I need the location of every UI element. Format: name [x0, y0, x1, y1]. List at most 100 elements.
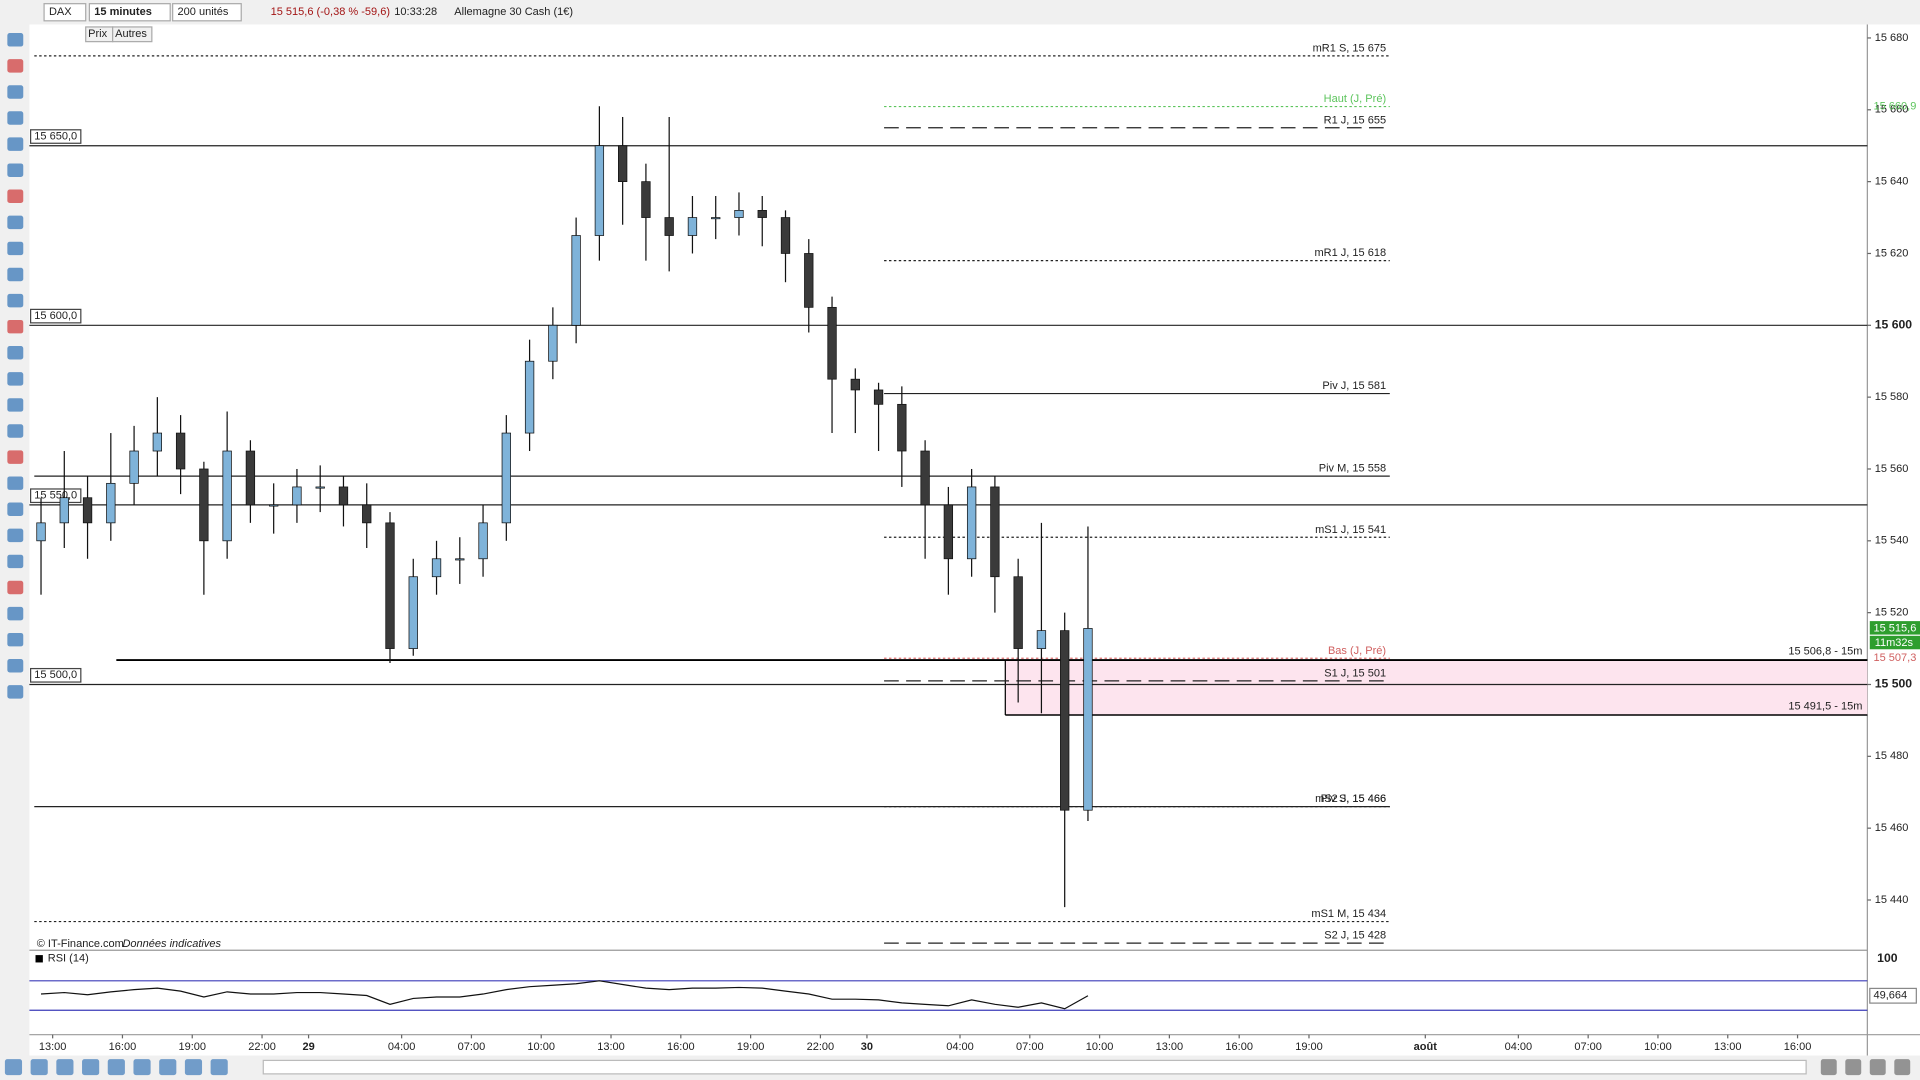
- tool-icon[interactable]: [7, 372, 24, 386]
- tool-icon[interactable]: [7, 580, 24, 595]
- tool-icon[interactable]: [4, 1059, 23, 1076]
- symbol[interactable]: DAX: [49, 6, 72, 18]
- tab-label[interactable]: Autres: [115, 28, 147, 40]
- price-axis: [1867, 24, 1920, 1056]
- level-label: 15 650,0: [34, 130, 77, 142]
- candle-body: [152, 432, 162, 452]
- x-tick-label: 30: [861, 1041, 873, 1053]
- tool-icon[interactable]: [7, 476, 24, 490]
- tool-icon[interactable]: [82, 1059, 100, 1076]
- tool-icon[interactable]: [7, 267, 24, 282]
- candle-body: [897, 403, 907, 452]
- zoom-icon[interactable]: [1845, 1059, 1862, 1076]
- candle-body: [990, 486, 1000, 578]
- tool-icon[interactable]: [7, 346, 24, 360]
- tool-icon[interactable]: [7, 163, 24, 177]
- level-label: mS1 M, 15 434: [1311, 908, 1386, 920]
- tool-icon[interactable]: [159, 1059, 177, 1076]
- x-tick-label: 10:00: [1644, 1041, 1672, 1053]
- tool-icon[interactable]: [7, 293, 24, 308]
- candle-body: [827, 306, 837, 380]
- x-tick-label: 07:00: [1574, 1041, 1602, 1053]
- tool-icon[interactable]: [184, 1059, 203, 1076]
- tool-icon[interactable]: [7, 632, 24, 647]
- last-price-box: [1869, 621, 1920, 635]
- tool-icon[interactable]: [7, 59, 24, 73]
- timeframe-box[interactable]: [88, 3, 171, 22]
- candle-body: [711, 217, 721, 220]
- tool-icon[interactable]: [7, 424, 24, 438]
- level-label: 15 500,0: [34, 669, 77, 681]
- tool-icon[interactable]: [210, 1059, 228, 1076]
- tool-icon[interactable]: [7, 241, 24, 256]
- rsi-top-label: 100: [1877, 951, 1898, 965]
- tool-icon[interactable]: [7, 215, 24, 230]
- tool-icon[interactable]: [7, 189, 24, 204]
- y-tick-label: 15 440: [1875, 894, 1909, 906]
- y-tick-label: 15 640: [1875, 176, 1909, 188]
- candle-body: [664, 217, 674, 236]
- tool-icon[interactable]: [7, 502, 24, 516]
- level-label: 15 600,0: [34, 310, 77, 322]
- tool-icon[interactable]: [56, 1059, 74, 1076]
- tool-icon[interactable]: [7, 33, 24, 47]
- tool-icon[interactable]: [133, 1059, 151, 1076]
- y-tick-label: 15 540: [1875, 535, 1909, 547]
- zoom-icon[interactable]: [1869, 1059, 1886, 1076]
- x-tick-label: août: [1414, 1041, 1438, 1053]
- candle-body: [687, 217, 698, 236]
- clock: 10:33:28: [394, 6, 437, 18]
- last-price: 15 515,6: [1873, 622, 1916, 634]
- tab[interactable]: [112, 26, 153, 43]
- symbol-box[interactable]: [43, 3, 87, 22]
- tool-icon[interactable]: [7, 450, 24, 464]
- zoom-icon[interactable]: [1820, 1059, 1837, 1076]
- units-box[interactable]: [172, 3, 242, 22]
- tool-icon[interactable]: [7, 659, 24, 673]
- y-tick-label: 15 560: [1875, 463, 1909, 475]
- candle-body: [59, 497, 69, 524]
- tool-icon[interactable]: [7, 554, 24, 569]
- quote: 15 515,6 (-0,38 % -59,6): [271, 6, 390, 18]
- x-tick-label: 16:00: [667, 1041, 695, 1053]
- tool-icon[interactable]: [7, 137, 24, 151]
- scrollbar: [262, 1059, 1807, 1075]
- units[interactable]: 200 unités: [178, 6, 229, 18]
- tab-label[interactable]: Prix: [88, 28, 107, 40]
- candle-body: [1083, 628, 1093, 811]
- x-tick-label: 04:00: [946, 1041, 974, 1053]
- tool-icon[interactable]: [7, 85, 24, 99]
- candle-body: [641, 181, 651, 218]
- level-label: S2 J, 15 428: [1324, 930, 1386, 942]
- tool-icon[interactable]: [7, 319, 24, 334]
- level-label: Haut (J, Pré): [1324, 93, 1386, 105]
- y-tick-label: 15 680: [1875, 32, 1909, 44]
- candle-body: [501, 432, 511, 524]
- candle-body: [850, 378, 860, 391]
- tool-icon[interactable]: [30, 1059, 48, 1076]
- countdown-box: [1869, 635, 1920, 650]
- x-tick-label: 19:00: [737, 1041, 765, 1053]
- candle-body: [175, 432, 186, 470]
- candle-body: [315, 486, 325, 489]
- level-label: S1 J, 15 501: [1324, 667, 1386, 679]
- timeframe[interactable]: 15 minutes: [94, 6, 152, 18]
- tool-icon[interactable]: [7, 398, 24, 412]
- level-label-box: [30, 308, 82, 324]
- candle-body: [455, 558, 465, 561]
- y-tick-label: 15 660: [1875, 104, 1909, 116]
- y-tick-label: 15 580: [1875, 391, 1909, 403]
- tool-icon[interactable]: [7, 606, 24, 621]
- tool-icon[interactable]: [7, 685, 24, 699]
- zone: [1005, 660, 1868, 716]
- tool-icon[interactable]: [107, 1059, 125, 1076]
- x-tick-label: 13:00: [597, 1041, 625, 1053]
- level-label: Piv S, 15 466: [1321, 793, 1387, 805]
- zoom-icon[interactable]: [1894, 1059, 1911, 1076]
- tool-icon[interactable]: [7, 111, 24, 125]
- top-toolbar: [0, 0, 1920, 25]
- rsi-last-label: 49,664: [1873, 990, 1907, 1002]
- tool-icon[interactable]: [7, 528, 24, 543]
